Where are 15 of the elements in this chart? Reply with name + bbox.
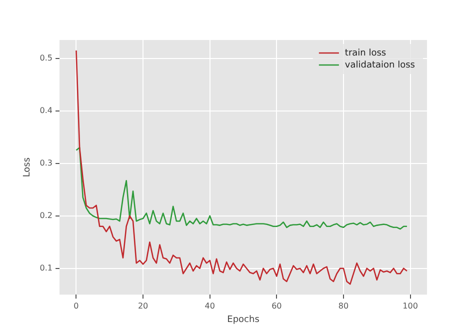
x-tick-label: 20 [138,301,148,310]
x-tick-label: 60 [272,301,282,310]
x-tick-label: 0 [74,301,79,310]
y-tick-label: 0.1 [40,263,53,272]
x-tick-label: 80 [338,301,349,310]
x-axis-title: Epochs [227,314,260,325]
x-tick-label: 100 [402,301,418,310]
y-tick-label: 0.5 [40,53,53,62]
y-axis-title: Loss [22,157,33,178]
x-tick-label: 40 [204,301,215,310]
y-tick-label: 0.4 [40,106,53,115]
legend-label: train loss [344,48,386,58]
y-tick-label: 0.2 [40,210,53,220]
legend-label: validataion loss [344,60,416,70]
y-tick-label: 0.3 [40,158,53,168]
